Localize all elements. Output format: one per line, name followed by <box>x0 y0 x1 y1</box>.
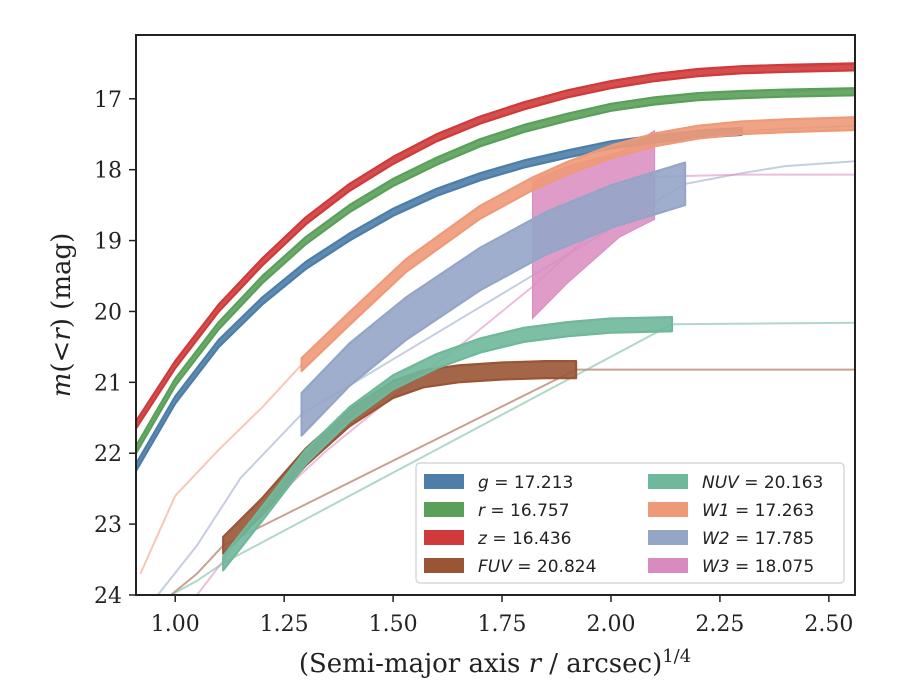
x-axis-title: (Semi-major axis r / arcsec)1/4 <box>299 646 691 679</box>
legend-swatch-W2 <box>648 530 688 545</box>
legend-swatch-g <box>424 474 464 489</box>
legend-label-r: r = 16.757 <box>478 501 570 521</box>
legend-label-z: z = 16.436 <box>477 529 571 549</box>
legend-swatch-NUV <box>648 474 688 489</box>
series-W1-band <box>300 116 855 373</box>
series-NUV-band <box>222 316 674 572</box>
legend-label-W1: W1 = 17.263 <box>702 501 814 521</box>
legend-label-W3: W3 = 18.075 <box>702 557 814 577</box>
y-tick-label: 20 <box>94 300 122 325</box>
legend-swatch-FUV <box>424 558 464 573</box>
x-tick-label: 1.50 <box>369 612 418 637</box>
legend-label-FUV: FUV = 20.824 <box>478 557 596 577</box>
plot-frame <box>135 34 856 596</box>
y-tick-label: 17 <box>94 88 122 113</box>
plot-area <box>136 62 855 595</box>
series-z-band <box>136 62 855 430</box>
y-tick-label: 19 <box>94 230 122 255</box>
x-tick-label: 1.00 <box>151 612 200 637</box>
series-W2-band <box>300 161 687 437</box>
x-axis-ticks: 1.00 1.25 1.50 1.75 2.00 2.25 2.50 <box>151 595 853 637</box>
y-tick-label: 24 <box>94 584 122 609</box>
legend-swatch-W1 <box>648 502 688 517</box>
legend-swatch-r <box>424 502 464 517</box>
x-tick-label: 2.25 <box>695 612 744 637</box>
legend-box <box>415 462 845 584</box>
legend-swatch-z <box>424 530 464 545</box>
series-r-band <box>136 87 855 455</box>
series-W2-tail <box>157 160 855 595</box>
y-tick-label: 21 <box>94 371 122 396</box>
x-tick-label: 1.75 <box>478 612 527 637</box>
legend-label-g: g = 17.213 <box>478 473 573 493</box>
legend-label-NUV: NUV = 20.163 <box>702 473 823 493</box>
x-tick-label: 2.50 <box>804 612 853 637</box>
y-tick-label: 18 <box>94 159 122 184</box>
x-tick-label: 2.00 <box>586 612 635 637</box>
y-tick-label: 23 <box>94 513 122 538</box>
series-W1-tail <box>139 363 303 575</box>
legend: g = 17.213 r = 16.757 z = 16.436 FUV = 20.8… <box>415 462 845 584</box>
y-axis-title: m(<r) (mag) <box>47 233 77 398</box>
x-tick-label: 1.25 <box>260 612 309 637</box>
legend-label-W2: W2 = 17.785 <box>702 529 814 549</box>
y-tick-label: 22 <box>94 442 122 467</box>
legend-swatch-W3 <box>648 558 688 573</box>
y-axis-ticks: 17 18 19 20 21 22 23 24 <box>94 88 136 609</box>
